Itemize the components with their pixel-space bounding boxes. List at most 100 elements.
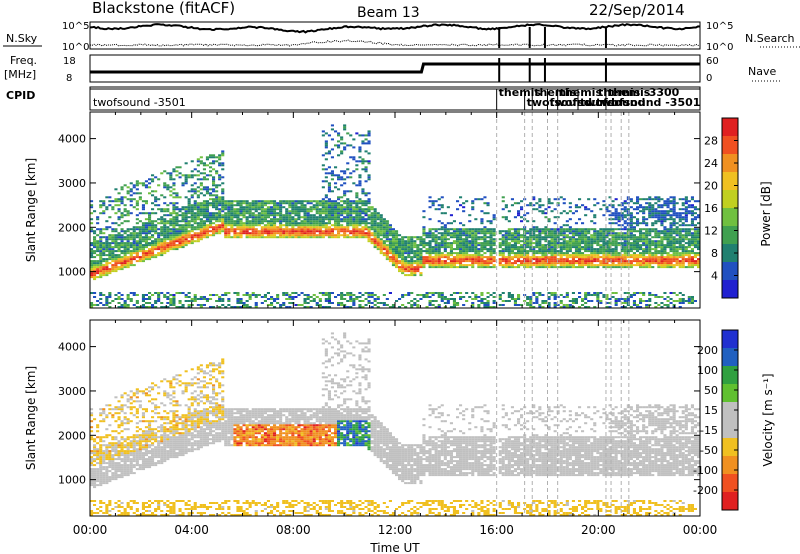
power-cell [382, 254, 386, 257]
power-cell [651, 222, 655, 225]
power-cell [239, 208, 243, 211]
power-cell [138, 226, 142, 229]
power-cell [574, 234, 578, 237]
power-cell [419, 244, 423, 247]
power-cell [440, 226, 444, 229]
power-cell [321, 306, 325, 308]
power-cell [358, 296, 362, 298]
power-cell [102, 210, 106, 213]
power-cell [684, 260, 688, 263]
power-cell [352, 170, 356, 173]
power-cell [471, 238, 475, 241]
power-cell [523, 214, 527, 217]
power-cell [343, 178, 347, 181]
power-cell [636, 306, 640, 308]
power-cell [684, 248, 688, 251]
power-cell [282, 294, 286, 296]
power-cell [425, 292, 429, 294]
power-cell [632, 242, 636, 245]
power-cell [343, 202, 347, 205]
power-cell [199, 182, 203, 185]
power-cell [93, 270, 97, 273]
power-cell [385, 220, 389, 223]
power-cell [117, 242, 121, 245]
power-cell [248, 236, 252, 239]
power-cell [388, 226, 392, 229]
power-cell [507, 250, 511, 253]
power-cell [480, 262, 484, 265]
power-cell [193, 218, 197, 221]
power-cell [111, 240, 115, 243]
power-cell [111, 260, 115, 263]
power-cell [617, 244, 621, 247]
power-cell [639, 244, 643, 247]
power-cell [233, 230, 237, 233]
power-cell [388, 256, 392, 259]
power-cell [581, 254, 585, 257]
power-cell [352, 236, 356, 239]
power-cell [462, 206, 466, 209]
power-cell [678, 256, 682, 259]
power-cell [565, 250, 569, 253]
power-cell [456, 244, 460, 247]
power-cell [480, 222, 484, 225]
power-cell [645, 202, 649, 205]
power-cell [233, 232, 237, 235]
power-cell [492, 248, 496, 251]
power-cell [218, 210, 222, 213]
power-cell [321, 222, 325, 225]
power-cell [358, 224, 362, 227]
power-cell [471, 242, 475, 245]
power-cell [660, 246, 664, 249]
power-cell [639, 266, 643, 269]
power-cell [129, 260, 133, 263]
power-cell [620, 228, 624, 231]
power-cell [449, 222, 453, 225]
power-cell [361, 306, 365, 308]
power-cell [196, 240, 200, 243]
power-cell [172, 242, 176, 245]
power-cell [474, 198, 478, 201]
power-cell [629, 200, 633, 203]
power-cell [657, 212, 661, 215]
power-cell [303, 212, 307, 215]
power-cell [178, 176, 182, 179]
power-cell [196, 204, 200, 207]
power-cell [111, 206, 115, 209]
power-cell [517, 298, 521, 300]
power-cell [556, 250, 560, 253]
power-cell [193, 188, 197, 191]
power-cell [138, 260, 142, 263]
power-cell [187, 202, 191, 205]
power-cell [434, 300, 438, 302]
power-cell [385, 248, 389, 251]
power-cell [315, 206, 319, 209]
power-cell [379, 240, 383, 243]
power-cell [629, 228, 633, 231]
power-cell [227, 232, 231, 235]
power-cell [93, 210, 97, 213]
power-cell [120, 258, 124, 261]
power-cell [306, 210, 310, 213]
power-cell [129, 256, 133, 259]
power-cell [663, 214, 667, 217]
power-cell [279, 216, 283, 219]
power-cell [126, 296, 130, 298]
power-cell [419, 254, 423, 257]
power-cell [544, 264, 548, 267]
power-cell [562, 238, 566, 241]
cpid-clutter: themistwofsoundthemistwofsoundthemistwof… [496, 86, 651, 110]
power-cell [239, 222, 243, 225]
power-cell [352, 212, 356, 215]
power-cell [562, 232, 566, 235]
power-cell [99, 262, 103, 265]
power-cell [309, 228, 313, 231]
power-cell [285, 222, 289, 225]
power-cell [620, 216, 624, 219]
power-cell [611, 262, 615, 265]
power-cell [413, 242, 417, 245]
power-cell [260, 234, 264, 237]
power-cell [233, 228, 237, 231]
power-cell [459, 196, 463, 199]
power-cell [361, 188, 365, 191]
